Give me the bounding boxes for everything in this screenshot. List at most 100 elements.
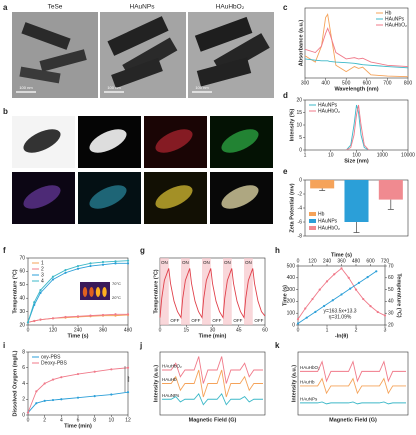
x-tick-label: 0: [27, 417, 30, 423]
data-point: [349, 287, 352, 290]
on-period: [223, 258, 232, 325]
legend-swatch: [309, 226, 316, 230]
y2-tick-label: 40: [388, 299, 394, 305]
data-point: [26, 411, 30, 414]
off-label: OFF: [233, 318, 242, 323]
data-point: [89, 264, 92, 268]
data-point: [347, 276, 350, 279]
data-point: [323, 304, 326, 308]
trace-label: HAuHb: [300, 380, 315, 385]
series-line: [27, 260, 129, 323]
data-point: [64, 315, 67, 319]
data-point: [114, 262, 117, 265]
data-point: [340, 267, 343, 270]
x-tick-label: 2: [43, 417, 46, 423]
legend-label: HAuNPs: [318, 218, 338, 224]
x-axis-label: Magnetic Field (G): [189, 417, 237, 423]
y-tick-label: 400: [287, 275, 296, 281]
legend-label: HAuNPs: [318, 102, 338, 108]
data-point: [76, 372, 80, 376]
series-line: [27, 262, 128, 323]
panel-label: j: [139, 341, 142, 350]
bar: [344, 180, 369, 222]
series-line: [300, 360, 406, 383]
data-point: [318, 288, 321, 291]
trace-label: HAuNPs: [162, 393, 180, 398]
data-point: [39, 289, 42, 292]
trace-label: HAuNPs: [300, 397, 318, 402]
thermal-spot: [89, 287, 94, 297]
x-tick-label: 300: [301, 80, 310, 86]
annotation: η=31.09%: [329, 314, 352, 320]
legend-label: Deoxy-PBS: [41, 360, 68, 366]
data-point: [126, 366, 130, 369]
tem-image: [12, 12, 98, 98]
x-tick-label: 1000: [377, 152, 388, 158]
x-axis-label: Wavelength (nm): [334, 86, 378, 92]
data-point: [33, 319, 36, 323]
plot-frame: [159, 351, 266, 416]
y-tick-label: 300: [287, 287, 296, 293]
y-tick-label: 5: [299, 135, 302, 141]
x-tick-label: 10: [109, 417, 115, 423]
data-point: [101, 263, 105, 266]
data-point: [305, 316, 308, 319]
y-tick-label: -2: [298, 191, 303, 197]
panel-label: i: [3, 341, 5, 350]
data-point: [39, 291, 42, 294]
legend-label: 1: [41, 260, 44, 266]
legend-label: Hb: [385, 10, 392, 16]
y-tick-label: 30: [19, 309, 25, 315]
y-axis-label: Intensity (a.u.): [291, 365, 297, 402]
data-point: [110, 368, 113, 371]
panel-label: c: [283, 3, 288, 12]
x-tick-label: 1: [304, 152, 307, 158]
x-tick-label: 15: [183, 327, 189, 333]
x-tick-label: 500: [342, 80, 351, 86]
x-axis-label: -ln(θ): [335, 333, 349, 339]
series-line: [162, 369, 263, 398]
x-axis-label: Time (s): [68, 333, 89, 339]
x-axis-label: Magnetic Field (G): [329, 417, 377, 423]
data-point: [64, 271, 67, 274]
y-axis-label: Zeta Potential (mv): [289, 183, 295, 232]
y-tick-label: 0: [292, 322, 295, 328]
x-tick-label: 480: [124, 327, 133, 333]
data-point: [33, 301, 36, 304]
y-tick-label: 0: [22, 412, 25, 418]
data-point: [89, 262, 92, 265]
mapping-images: [12, 116, 273, 224]
y-tick-label: 60: [19, 269, 25, 275]
data-point: [35, 402, 38, 405]
on-label: ON: [224, 260, 231, 265]
data-point: [51, 275, 55, 278]
y2-tick-label: 60: [388, 275, 394, 281]
x2-tick-label: 600: [366, 258, 375, 264]
y-tick-label: 4: [22, 381, 25, 387]
panel-label: d: [283, 91, 288, 100]
y-tick-label: 100: [287, 311, 296, 317]
x-tick-label: 4: [60, 417, 63, 423]
series-line: [304, 27, 409, 67]
x-axis-label: Time (min): [64, 423, 92, 429]
x-tick-label: 700: [383, 80, 392, 86]
bar: [378, 180, 403, 200]
annotation: 70°C: [112, 281, 121, 286]
series-line: [162, 393, 263, 406]
x-tick-label: 0: [297, 327, 300, 333]
data-point: [93, 395, 96, 398]
bar: [310, 180, 335, 189]
legend-label: HAuHbO₂: [318, 108, 340, 114]
data-point: [126, 262, 130, 265]
x-tick-label: 2: [355, 327, 358, 333]
on-period: [202, 258, 211, 325]
on-label: ON: [203, 260, 210, 265]
legend-label: HAuHbO₂: [318, 225, 340, 231]
data-point: [314, 310, 317, 314]
series-line: [346, 104, 370, 151]
x2-tick-label: 240: [323, 258, 332, 264]
series-line: [304, 13, 409, 78]
y-tick-label: 0: [299, 177, 302, 183]
legend-label: 3: [41, 272, 44, 278]
